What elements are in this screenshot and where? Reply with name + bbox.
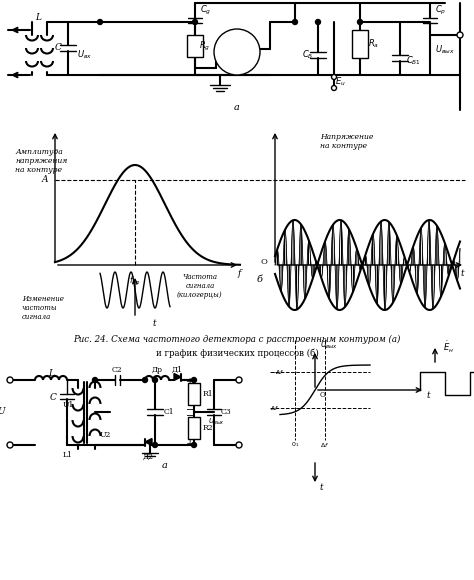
Bar — [187, 35, 203, 57]
Text: $U_{вых}$: $U_{вых}$ — [435, 44, 455, 56]
Text: $U_{вх}$: $U_{вх}$ — [77, 49, 92, 61]
Text: б: б — [257, 276, 263, 285]
Text: A: A — [42, 176, 48, 184]
Text: $f_{пр}$: $f_{пр}$ — [129, 275, 141, 288]
Circle shape — [214, 29, 260, 75]
Text: $E_u$: $E_u$ — [335, 76, 346, 88]
Text: O: O — [260, 258, 267, 266]
Text: Частота
сигнала
(килогерцы): Частота сигнала (килогерцы) — [177, 273, 223, 299]
Text: U1: U1 — [62, 401, 73, 409]
Circle shape — [191, 378, 197, 382]
Circle shape — [331, 74, 337, 79]
Text: $R_g$: $R_g$ — [200, 39, 210, 53]
Bar — [352, 30, 368, 58]
Circle shape — [236, 442, 242, 448]
Text: $U_{вых}$: $U_{вых}$ — [320, 339, 338, 351]
Text: C1: C1 — [164, 408, 174, 416]
Circle shape — [7, 442, 13, 448]
Text: −: − — [186, 405, 194, 415]
Text: C: C — [50, 393, 56, 401]
Text: C3: C3 — [220, 408, 231, 416]
Circle shape — [191, 443, 197, 448]
Text: а: а — [162, 461, 168, 469]
Circle shape — [316, 20, 320, 24]
Text: $C_p$: $C_p$ — [435, 3, 447, 17]
Circle shape — [153, 378, 157, 382]
Text: t: t — [153, 318, 156, 328]
Text: Д2: Д2 — [143, 453, 154, 461]
Circle shape — [236, 377, 242, 383]
Text: $\Delta f$: $\Delta f$ — [320, 441, 329, 449]
Bar — [188, 417, 200, 439]
Text: L: L — [35, 13, 41, 23]
Text: Др: Др — [152, 366, 163, 374]
Text: U: U — [0, 408, 5, 416]
Text: O: O — [320, 391, 326, 399]
Text: Напряжение
на контуре: Напряжение на контуре — [320, 133, 374, 150]
Text: Изменение
частоты
сигнала: Изменение частоты сигнала — [22, 295, 64, 321]
Text: C: C — [55, 44, 62, 53]
Text: L1: L1 — [63, 451, 73, 459]
Circle shape — [143, 378, 147, 382]
Text: $R_a$: $R_a$ — [368, 38, 380, 50]
Circle shape — [192, 20, 198, 24]
Text: $C_Б$: $C_Б$ — [302, 49, 314, 61]
Text: Д1: Д1 — [172, 366, 182, 374]
Text: и график физических процессов (б): и график физических процессов (б) — [155, 348, 319, 357]
Text: R1: R1 — [203, 390, 213, 398]
Text: +: + — [332, 74, 337, 79]
Text: +: + — [186, 378, 194, 386]
Text: R2: R2 — [203, 424, 213, 432]
Circle shape — [7, 377, 13, 383]
Text: −: − — [186, 411, 194, 420]
Circle shape — [153, 443, 157, 448]
Text: $C_g$: $C_g$ — [201, 3, 212, 17]
Text: −: − — [331, 84, 337, 92]
Circle shape — [98, 20, 102, 24]
Circle shape — [292, 20, 298, 24]
Text: C2: C2 — [112, 366, 122, 374]
Text: t: t — [427, 390, 430, 400]
Text: $\Delta f$: $\Delta f$ — [270, 404, 279, 412]
Text: U2: U2 — [100, 431, 111, 439]
Text: L: L — [48, 368, 54, 378]
Circle shape — [457, 32, 463, 38]
Text: f: f — [238, 269, 241, 277]
Text: $0_1$: $0_1$ — [291, 441, 299, 450]
Text: t: t — [460, 269, 464, 277]
Circle shape — [92, 378, 98, 382]
Polygon shape — [145, 438, 152, 445]
Circle shape — [331, 85, 337, 90]
Text: Рис. 24. Схема частотного детектора с расстроенным контуром (а): Рис. 24. Схема частотного детектора с ра… — [73, 335, 401, 344]
Text: +: + — [186, 438, 194, 448]
Text: а: а — [234, 103, 240, 113]
Text: $U_{вых}$: $U_{вых}$ — [208, 417, 224, 427]
Text: $C_{Б1}$: $C_{Б1}$ — [405, 55, 420, 67]
Polygon shape — [174, 374, 181, 380]
Bar — [188, 383, 200, 405]
Circle shape — [357, 20, 363, 24]
Text: Амплитуда
напряжения
на контуре: Амплитуда напряжения на контуре — [15, 148, 67, 175]
Text: $\dot{E}_н$: $\dot{E}_н$ — [443, 339, 454, 355]
Text: $-\Delta f$: $-\Delta f$ — [270, 368, 284, 376]
Text: t: t — [320, 483, 324, 491]
